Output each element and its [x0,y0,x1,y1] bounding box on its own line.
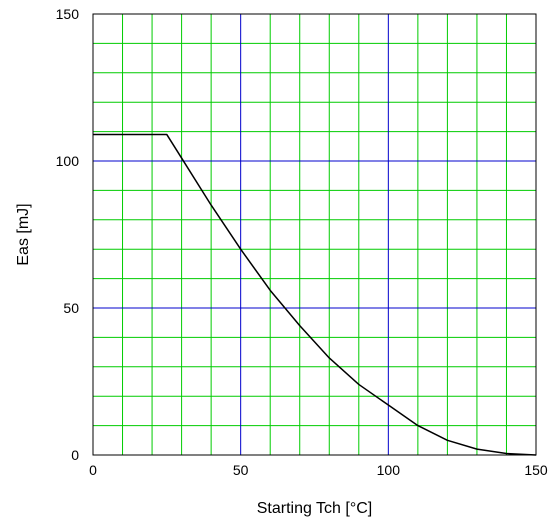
y-tick-label: 50 [63,300,79,316]
y-tick-label: 0 [71,447,79,463]
y-axis-label: Eas [mJ] [15,203,32,265]
x-tick-label: 50 [233,462,249,478]
y-tick-label: 100 [56,153,80,169]
series-layer [93,133,537,456]
tick-labels: 0 50 100 150 0 50 100 150 [56,6,548,478]
series-line-0 [93,133,537,456]
y-tick-label: 150 [56,6,80,22]
x-tick-label: 100 [377,462,401,478]
x-tick-label: 0 [89,462,97,478]
plot-frame [92,13,537,456]
grid [93,14,536,455]
x-tick-label: 150 [524,462,548,478]
x-axis-label: Starting Tch [°C] [257,500,372,517]
